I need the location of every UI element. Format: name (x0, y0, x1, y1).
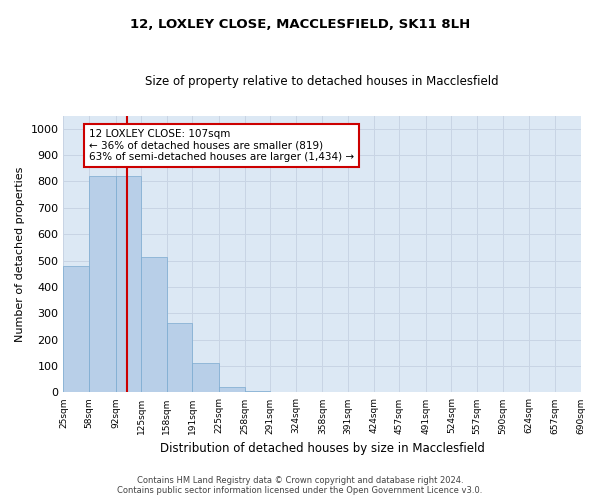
Bar (64, 266, 89, 392)
Title: Size of property relative to detached houses in Macclesfield: Size of property relative to detached ho… (145, 75, 499, 88)
Y-axis label: Number of detached properties: Number of detached properties (15, 166, 25, 342)
Bar (116, 176, 141, 392)
Text: Contains HM Land Registry data © Crown copyright and database right 2024.
Contai: Contains HM Land Registry data © Crown c… (118, 476, 482, 495)
Text: 12, LOXLEY CLOSE, MACCLESFIELD, SK11 8LH: 12, LOXLEY CLOSE, MACCLESFIELD, SK11 8LH (130, 18, 470, 30)
Bar (245, 391, 270, 392)
X-axis label: Distribution of detached houses by size in Macclesfield: Distribution of detached houses by size … (160, 442, 484, 455)
Bar (89, 176, 116, 392)
Bar (193, 364, 219, 392)
Bar (167, 322, 193, 392)
Text: 12 LOXLEY CLOSE: 107sqm
← 36% of detached houses are smaller (819)
63% of semi-d: 12 LOXLEY CLOSE: 107sqm ← 36% of detache… (89, 128, 354, 162)
Bar (219, 387, 245, 392)
Bar (141, 256, 167, 392)
